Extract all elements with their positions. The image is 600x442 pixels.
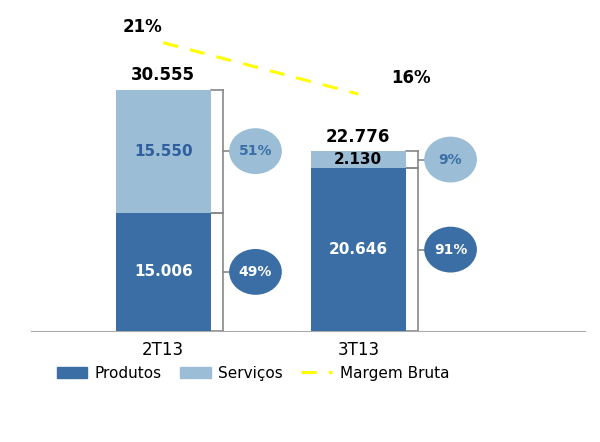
Bar — [116, 213, 211, 331]
Text: 21%: 21% — [122, 18, 162, 35]
Ellipse shape — [229, 249, 282, 295]
Text: 2.130: 2.130 — [334, 152, 382, 167]
Bar — [116, 90, 211, 213]
Legend: Produtos, Serviços, Margem Bruta: Produtos, Serviços, Margem Bruta — [50, 360, 455, 387]
Text: 15.550: 15.550 — [134, 144, 193, 159]
Text: 49%: 49% — [239, 265, 272, 279]
Ellipse shape — [424, 227, 477, 273]
Text: 22.776: 22.776 — [326, 128, 391, 145]
Text: 20.646: 20.646 — [329, 242, 388, 257]
Text: 51%: 51% — [239, 144, 272, 158]
Text: 30.555: 30.555 — [131, 66, 195, 84]
Ellipse shape — [424, 137, 477, 183]
Ellipse shape — [229, 128, 282, 174]
Text: 91%: 91% — [434, 243, 467, 257]
Text: 16%: 16% — [391, 69, 431, 87]
Bar — [311, 151, 406, 168]
Bar — [311, 168, 406, 331]
Text: 9%: 9% — [439, 152, 463, 167]
Text: 15.006: 15.006 — [134, 264, 193, 279]
